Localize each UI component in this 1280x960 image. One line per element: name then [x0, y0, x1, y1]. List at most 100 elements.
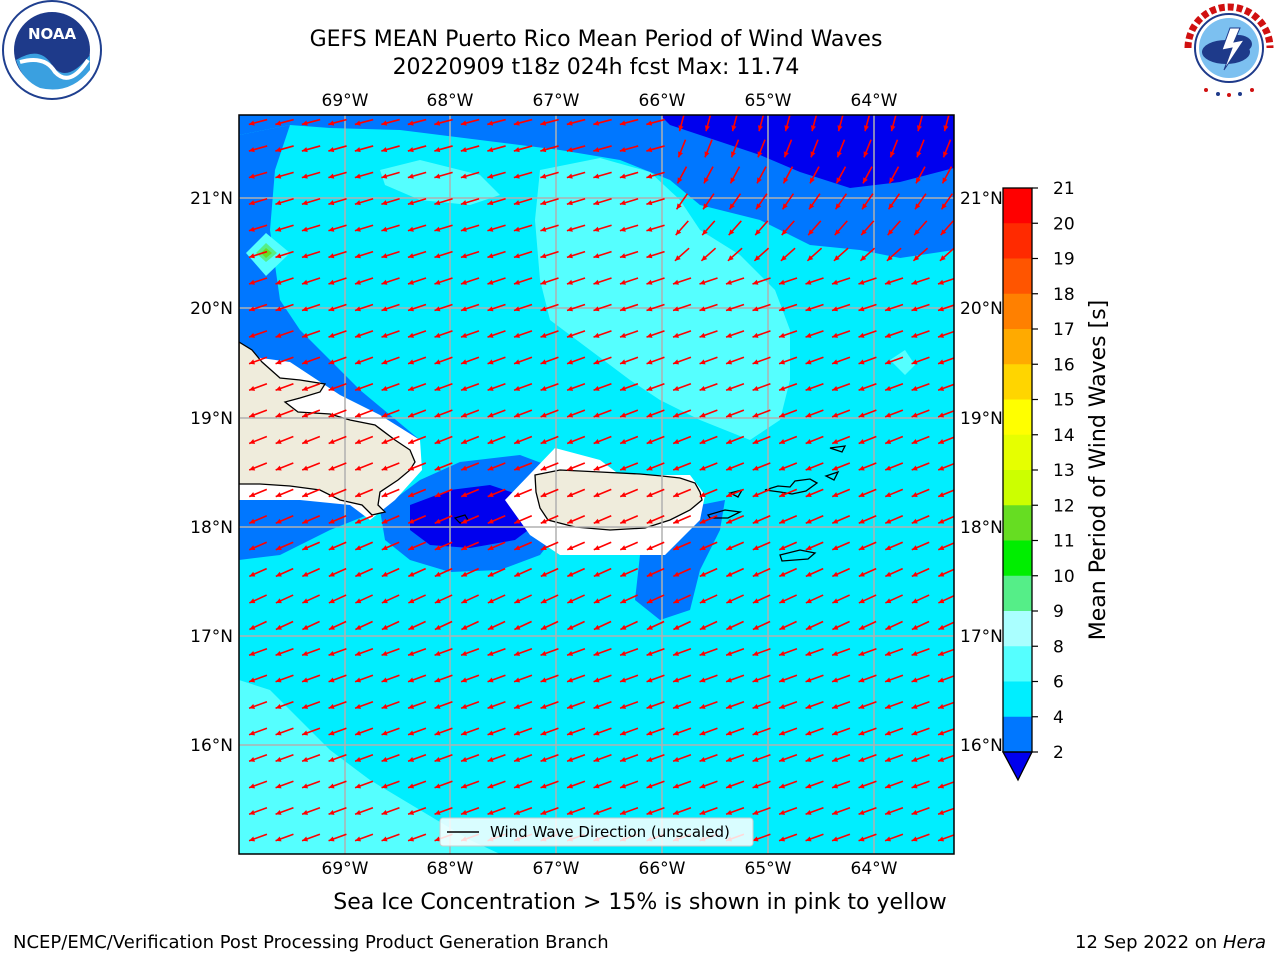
direction-arrow-head [885, 332, 891, 338]
direction-arrow-head [911, 412, 918, 418]
direction-arrow-head [355, 730, 362, 736]
direction-arrow-head [302, 332, 308, 338]
footer-date-text: 12 Sep 2022 on [1075, 932, 1223, 953]
direction-arrow-head [408, 306, 414, 312]
direction-arrow-head [354, 200, 361, 206]
colorbar-band [1003, 646, 1032, 682]
direction-arrow-head [514, 624, 521, 630]
contour-0-2-north [660, 115, 954, 188]
lat-label: 16°N [190, 736, 233, 756]
direction-arrow-head [567, 518, 574, 524]
direction-arrow-head [699, 650, 706, 656]
direction-arrow-head [699, 571, 706, 577]
lat-label: 21°N [190, 189, 233, 209]
direction-arrow-head [805, 545, 812, 551]
colorbar-tick-label: 17 [1053, 320, 1075, 340]
direction-arrow-head [699, 783, 706, 789]
direction-arrow-head [620, 783, 627, 789]
colorbar-extend-triangle [1001, 751, 1034, 782]
direction-arrow-head [779, 332, 785, 338]
direction-arrow-head [674, 255, 681, 261]
colorbar-band [1003, 399, 1032, 436]
direction-arrow-head [593, 306, 600, 312]
direction-arrow-head [752, 677, 759, 683]
direction-arrow-head [673, 677, 680, 683]
direction-arrow-head [911, 836, 918, 842]
direction-arrow-head [407, 253, 414, 259]
direction-arrow-head [752, 412, 759, 418]
direction-arrow-head [328, 571, 335, 577]
direction-arrow-head [249, 465, 256, 471]
direction-arrow-head [407, 120, 414, 126]
lat-label: 19°N [190, 409, 233, 429]
direction-arrow-head [889, 177, 895, 184]
direction-arrow-head [726, 809, 733, 815]
direction-arrow-head [514, 332, 520, 338]
direction-arrow-head [487, 332, 494, 338]
direction-arrow-head [781, 229, 788, 236]
direction-arrow-head [938, 677, 945, 683]
direction-arrow-head [938, 518, 945, 524]
direction-arrow-head [487, 624, 494, 630]
colorbar-band [1003, 434, 1032, 471]
direction-arrow-head [832, 571, 839, 577]
direction-arrow-head [434, 518, 441, 524]
direction-arrow-head [540, 677, 547, 683]
direction-arrow-head [249, 306, 255, 312]
direction-arrow-head [752, 756, 759, 762]
direction-arrow-head [434, 306, 441, 312]
colorbar-band [1003, 223, 1032, 259]
direction-arrow-head [911, 439, 918, 444]
direction-arrow-head [726, 306, 732, 312]
direction-arrow-head [858, 703, 865, 709]
colorbar-band [1003, 364, 1032, 400]
direction-arrow-head [514, 306, 520, 312]
direction-arrow-head [620, 756, 627, 762]
direction-arrow-head [808, 229, 814, 236]
colorbar-ticks: 21 20 19 18 17 16 15 14 13 12 11 10 9 8 6 4 2 [1032, 179, 1075, 763]
direction-arrow-head [540, 703, 547, 709]
direction-arrow-head [593, 598, 600, 604]
direction-arrow-head [858, 624, 865, 630]
direction-arrow-head [646, 412, 653, 418]
direction-arrow-head [381, 677, 388, 683]
direction-arrow-head [915, 203, 921, 210]
direction-arrow-head [860, 255, 867, 261]
direction-arrow-head [381, 412, 388, 418]
direction-arrow-head [249, 385, 256, 391]
direction-arrow-head [779, 677, 786, 683]
direction-arrow-head [461, 545, 468, 551]
direction-arrow-head [858, 518, 865, 524]
direction-arrow-head [862, 203, 868, 210]
direction-arrow-head [678, 125, 684, 132]
direction-arrow-head [275, 783, 282, 789]
lon-label: 67°W [533, 91, 580, 111]
direction-arrow-head [779, 836, 786, 842]
direction-arrow-head [381, 836, 388, 842]
direction-arrow-head [566, 147, 573, 153]
direction-arrow-head [461, 677, 468, 683]
direction-arrow-head [275, 200, 282, 206]
direction-arrow-head [540, 200, 547, 206]
direction-arrow-head [938, 730, 945, 736]
direction-arrow-head [916, 125, 922, 132]
direction-arrow-head [328, 624, 335, 630]
direction-arrow-head [408, 650, 415, 656]
direction-arrow-head [434, 492, 441, 497]
direction-arrow-head [355, 492, 362, 497]
colorbar-tick-label: 2 [1053, 743, 1064, 763]
direction-arrow-head [275, 147, 282, 153]
direction-arrow-head [408, 836, 415, 842]
direction-arrow-head [726, 624, 733, 630]
direction-arrow-head [620, 359, 627, 365]
direction-arrow-head [249, 332, 255, 338]
lon-label: 68°W [427, 91, 474, 111]
direction-arrow-head [460, 279, 467, 285]
direction-arrow-head [646, 518, 653, 524]
direction-arrow-head [514, 545, 521, 551]
lon-label: 65°W [745, 859, 792, 879]
direction-arrow-head [434, 173, 441, 179]
direction-arrow-head [487, 677, 494, 683]
lat-labels-right: 21°N 20°N 19°N 18°N 17°N 16°N [960, 189, 1003, 756]
lon-labels-bottom: 69°W 68°W 67°W 66°W 65°W 64°W [322, 859, 898, 879]
